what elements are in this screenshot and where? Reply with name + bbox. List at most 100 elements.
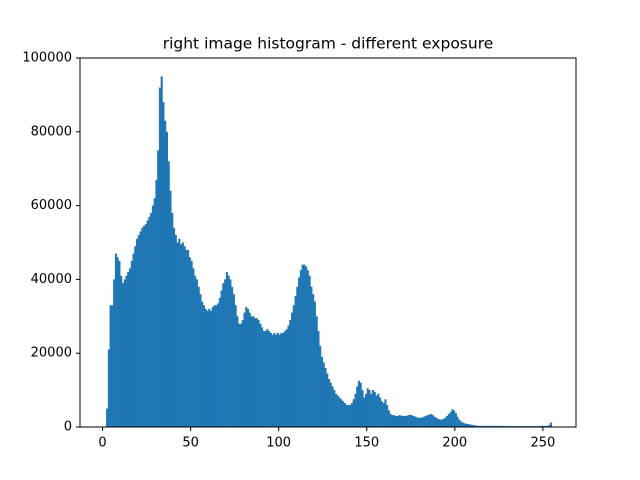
bar [227,275,230,427]
x-tick-label: 0 [98,436,106,451]
bar [299,270,302,427]
bar [315,316,318,427]
bar [444,417,447,427]
bar [313,301,316,427]
bar [373,391,376,427]
bar [393,415,396,427]
bar [546,425,549,427]
bar [273,332,276,427]
bar [389,414,392,427]
bar [232,294,235,427]
bar [139,231,142,427]
bar [181,242,184,427]
bar [384,399,387,427]
bar [291,312,294,427]
bar [151,205,154,427]
bar [477,425,480,427]
bar [356,386,359,427]
bar [213,305,216,427]
bars [106,76,552,428]
bar [454,412,457,427]
bar [280,332,283,427]
bar [438,419,442,427]
bar [398,415,401,427]
bar [192,268,195,427]
bar [120,275,123,427]
bar [296,286,299,427]
bar [136,238,139,427]
bar [125,275,128,427]
bar [542,425,545,427]
bar [202,305,206,427]
bar [380,401,383,427]
bar [468,424,471,427]
bar [382,403,385,427]
bar [173,227,176,427]
bar [446,415,449,427]
bar [495,425,498,427]
bar [137,235,140,427]
bar [162,102,165,427]
bar [199,294,202,427]
bar [544,425,547,427]
bar [308,275,311,427]
bar [123,279,126,427]
axes-frame [79,57,577,428]
bar [252,316,255,427]
bar [412,415,415,427]
bar [456,416,459,427]
bar [416,417,419,427]
bar [430,414,433,427]
bar [451,409,454,427]
bar [400,415,403,427]
bar [107,349,110,427]
bar [254,318,257,427]
bar [379,397,382,427]
bar [269,332,272,427]
bar [405,415,408,427]
bar [312,294,315,427]
bar [185,249,188,427]
bar [278,334,281,427]
bar [215,305,218,427]
bar [472,425,475,427]
bar [333,390,336,427]
bar [488,425,491,427]
bar [157,150,160,427]
bar [442,418,445,427]
y-tick-label: 40000 [31,272,72,287]
bar [220,290,223,427]
bar [433,416,436,427]
bar [317,331,320,427]
bar [479,425,482,427]
bar [146,220,149,427]
bar [424,415,427,427]
bar [171,212,174,427]
bar [391,415,394,427]
bar [218,297,221,427]
bar [340,399,343,427]
bar [350,403,353,427]
bar [541,425,544,427]
bar [143,225,146,427]
bar [121,283,124,427]
bar [498,425,501,427]
bar [460,421,463,427]
bar [352,399,355,427]
bar [491,425,494,427]
bar [320,356,324,427]
bar [394,415,397,427]
bar [324,367,327,427]
bar [345,404,348,427]
bar [206,310,209,427]
bar [493,425,496,427]
bar [276,332,279,427]
bar [169,190,172,427]
bar [150,212,153,427]
bar [204,308,207,427]
bar [486,425,489,427]
bar [336,395,339,427]
bar [349,404,352,427]
bar [449,412,452,427]
bar [343,403,346,427]
